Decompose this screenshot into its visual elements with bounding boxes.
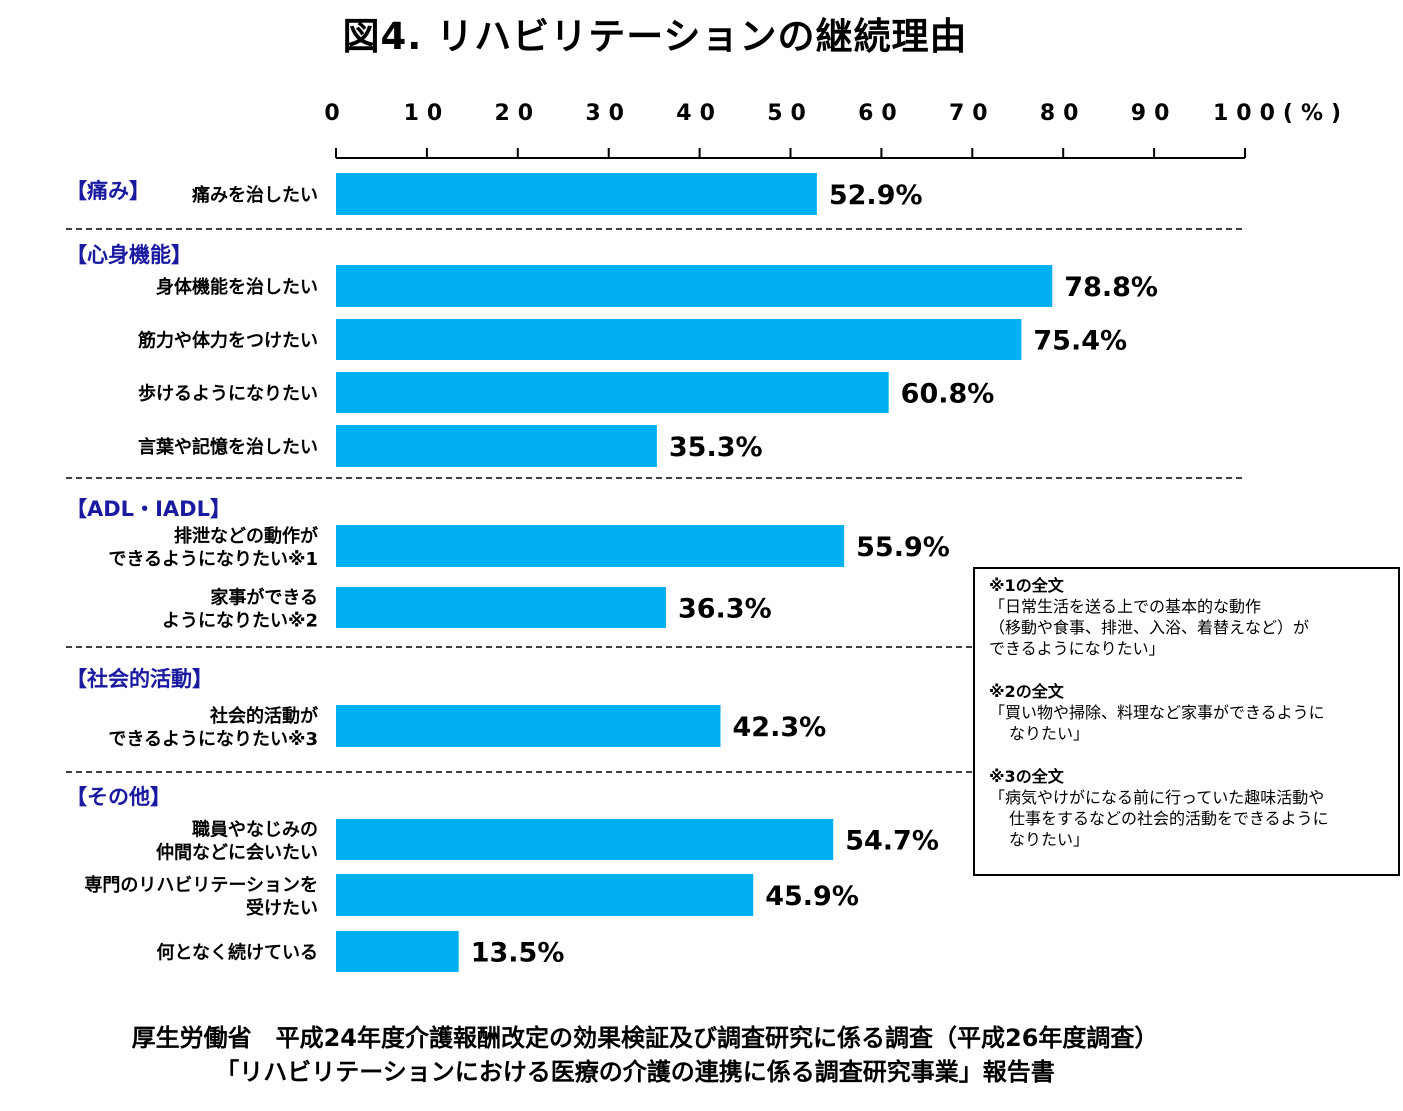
- footnote-text: 「病気やけがになる前に行っていた趣味活動や: [989, 788, 1325, 807]
- source-report-title: 「リハビリテーションにおける医療の介護の連携に係る調査研究事業」報告書: [215, 1058, 1055, 1086]
- bar-category-label: 身体機能を治したい: [156, 276, 318, 298]
- bar: [336, 819, 834, 860]
- group-label: 【心身機能】: [66, 243, 192, 267]
- bar-category-label: 痛みを治したい: [192, 184, 318, 206]
- bar-category-label: 受けたい: [246, 897, 318, 919]
- group-label: 【その他】: [66, 785, 171, 809]
- bar: [336, 705, 721, 747]
- bar-value-label: 52.9%: [829, 180, 923, 211]
- footnote-3: ※3の全文 「病気やけがになる前に行っていた趣味活動や 仕事をするなどの社会的活…: [989, 766, 1388, 850]
- x-tick-label: 40: [676, 101, 723, 126]
- x-tick-label: 90: [1131, 101, 1178, 126]
- footnote-text: できるようになりたい」: [989, 639, 1165, 658]
- bar-value-label: 54.7%: [845, 826, 939, 857]
- bar-category-label: 社会的活動が: [210, 705, 318, 727]
- bar-category-label: 仲間などに会いたい: [156, 842, 318, 864]
- bar-value-label: 42.3%: [733, 712, 827, 743]
- footnote-heading: ※2の全文: [989, 682, 1064, 701]
- x-tick-label: 80: [1040, 101, 1087, 126]
- bar: [336, 173, 817, 215]
- bar: [336, 525, 845, 567]
- x-tick-label: 60: [858, 101, 905, 126]
- bar-value-label: 45.9%: [765, 881, 859, 912]
- footnote-text: なりたい」: [1009, 724, 1090, 743]
- x-tick-label: 30: [585, 101, 632, 126]
- footnote-heading: ※3の全文: [989, 767, 1064, 786]
- x-tick-label: 100(%): [1213, 101, 1349, 126]
- bar-category-label: 家事ができる: [210, 587, 318, 609]
- x-tick-label: 10: [404, 101, 451, 126]
- footnote-text: 仕事をするなどの社会的活動をできるように: [1009, 809, 1329, 828]
- footnote-2: ※2の全文 「買い物や掃除、料理など家事ができるように なりたい」: [989, 681, 1388, 744]
- group-label: 【社会的活動】: [66, 667, 213, 691]
- bar-category-label: 職員やなじみの: [192, 819, 318, 841]
- footnote-1: ※1の全文 「日常生活を送る上での基本的な動作 （移動や食事、排泄、入浴、着替え…: [989, 575, 1388, 659]
- x-tick-label: 0: [324, 101, 347, 126]
- bar-category-label: ようになりたい※2: [162, 611, 318, 632]
- bar-value-label: 60.8%: [901, 379, 995, 410]
- x-tick-label: 20: [494, 101, 541, 126]
- bar-category-label: 何となく続けている: [157, 942, 318, 964]
- bar-category-label: 歩けるようになりたい: [138, 384, 318, 405]
- footnote-text: （移動や食事、排泄、入浴、着替えなど）が: [989, 618, 1310, 637]
- group-label: 【ADL・IADL】: [66, 497, 231, 521]
- footnote-text: 「買い物や掃除、料理など家事ができるように: [989, 703, 1325, 722]
- bar-category-label: 排泄などの動作が: [174, 525, 318, 547]
- bar: [336, 931, 459, 972]
- bar-value-label: 13.5%: [471, 938, 565, 969]
- group-label: 【痛み】: [66, 179, 150, 203]
- footnote-text: 「日常生活を送る上での基本的な動作: [989, 597, 1262, 616]
- bar: [336, 874, 754, 916]
- bar-category-label: できるようになりたい※1: [108, 549, 318, 570]
- bar: [336, 319, 1022, 360]
- bar: [336, 425, 657, 467]
- bar-value-label: 36.3%: [678, 594, 772, 625]
- x-tick-label: 70: [949, 101, 996, 126]
- bar-value-label: 35.3%: [669, 432, 763, 463]
- source-citation: 厚生労働省 平成24年度介護報酬改定の効果検証及び調査研究に係る調査（平成26年…: [131, 1024, 1159, 1052]
- bar-category-label: 筋力や体力をつけたい: [138, 330, 318, 352]
- bar-category-label: できるようになりたい※3: [108, 729, 318, 750]
- footnote-text: なりたい」: [1009, 830, 1090, 849]
- bar: [336, 372, 889, 413]
- x-tick-label: 50: [767, 101, 814, 126]
- bar-value-label: 55.9%: [856, 532, 950, 563]
- bar-value-label: 75.4%: [1033, 326, 1127, 357]
- bar-category-label: 言葉や記憶を治したい: [138, 436, 318, 458]
- footnote-box: ※1の全文 「日常生活を送る上での基本的な動作 （移動や食事、排泄、入浴、着替え…: [973, 567, 1400, 876]
- bar-category-label: 専門のリハビリテーションを: [84, 874, 318, 896]
- bar: [336, 587, 666, 628]
- bar-value-label: 78.8%: [1064, 272, 1158, 303]
- chart-title: 図4. リハビリテーションの継続理由: [342, 15, 968, 58]
- bar: [336, 265, 1053, 307]
- footnote-heading: ※1の全文: [989, 576, 1064, 595]
